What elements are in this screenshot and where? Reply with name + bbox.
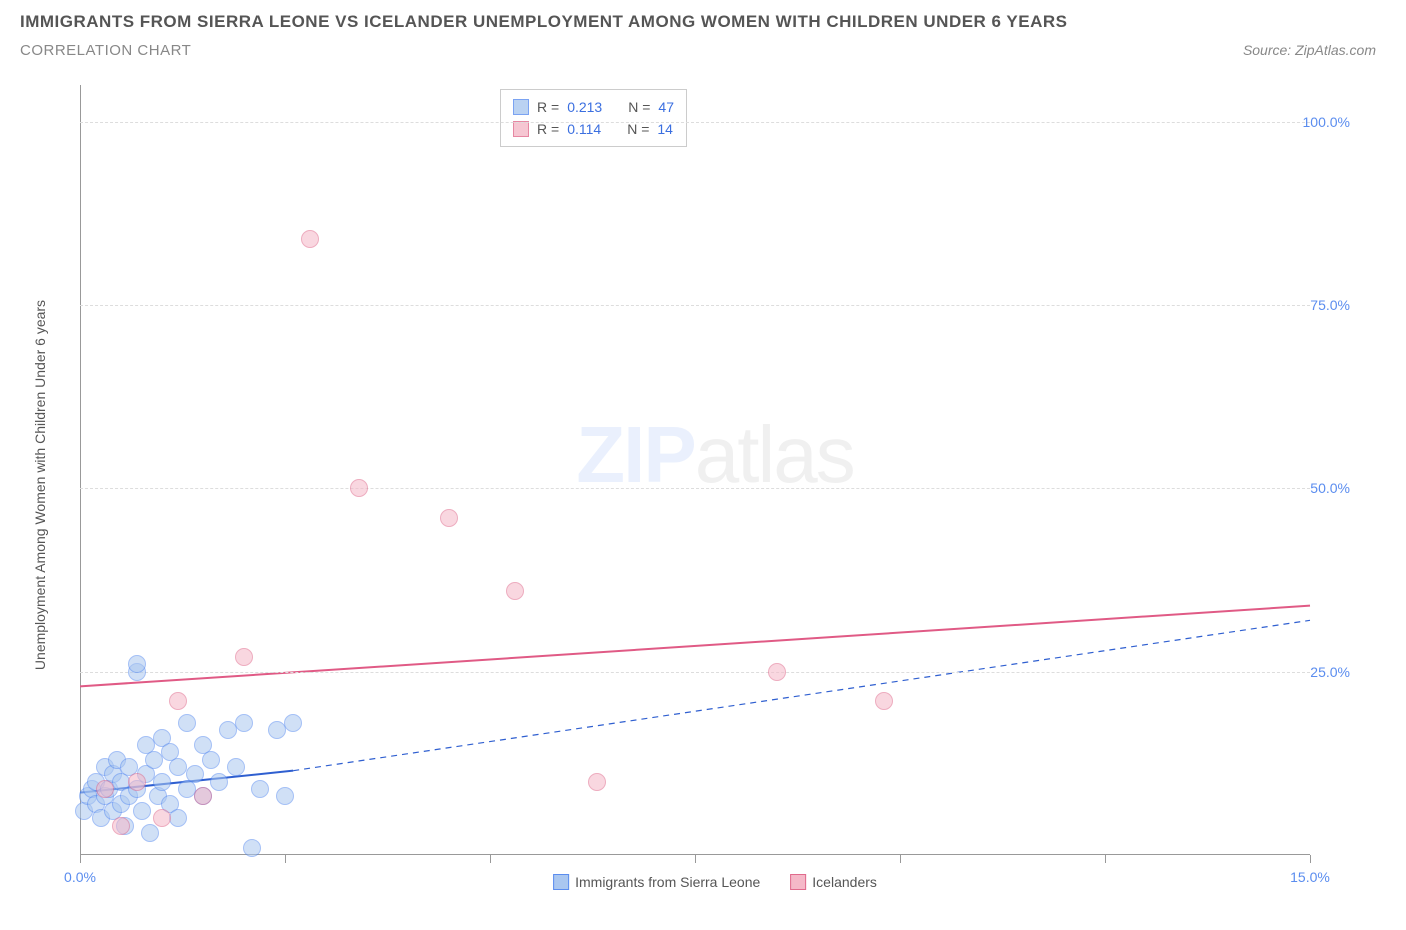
y-tick-label: 25.0% — [1310, 664, 1350, 680]
data-point — [186, 765, 204, 783]
x-tick — [490, 855, 491, 863]
data-point — [145, 751, 163, 769]
data-point — [251, 780, 269, 798]
legend-item-icelanders: Icelanders — [790, 874, 877, 890]
x-tick — [285, 855, 286, 863]
data-point — [96, 780, 114, 798]
data-point — [301, 230, 319, 248]
stats-swatch-icon — [513, 121, 529, 137]
grid-line — [80, 488, 1310, 489]
data-point — [133, 802, 151, 820]
legend-swatch-icon — [790, 874, 806, 890]
data-point — [284, 714, 302, 732]
grid-line — [80, 122, 1310, 123]
legend-label: Immigrants from Sierra Leone — [575, 874, 760, 890]
stat-r-label: R = — [537, 96, 559, 118]
data-point — [169, 809, 187, 827]
data-point — [112, 817, 130, 835]
plot-region: ZIPatlas R =0.213N =47R =0.114N =14 Immi… — [80, 85, 1350, 855]
legend-swatch-icon — [553, 874, 569, 890]
data-point — [219, 721, 237, 739]
data-point — [169, 692, 187, 710]
y-axis-line — [80, 85, 81, 855]
data-point — [588, 773, 606, 791]
stats-row: R = 0.213 N = 47 — [513, 96, 674, 118]
data-point — [153, 809, 171, 827]
data-point — [875, 692, 893, 710]
data-point — [235, 648, 253, 666]
source-attribution: Source: ZipAtlas.com — [1243, 42, 1376, 58]
data-point — [202, 751, 220, 769]
data-point — [276, 787, 294, 805]
stat-r-value: 0.213 — [567, 96, 602, 118]
legend-label: Icelanders — [812, 874, 877, 890]
data-point — [506, 582, 524, 600]
data-point — [194, 787, 212, 805]
stats-swatch-icon — [513, 99, 529, 115]
x-tick-label: 15.0% — [1290, 869, 1330, 885]
data-point — [268, 721, 286, 739]
data-point — [169, 758, 187, 776]
chart-subtitle: CORRELATION CHART — [20, 42, 1386, 59]
x-tick — [1310, 855, 1311, 863]
data-point — [141, 824, 159, 842]
data-point — [350, 479, 368, 497]
data-point — [243, 839, 261, 857]
y-tick-label: 75.0% — [1310, 297, 1350, 313]
x-tick — [1105, 855, 1106, 863]
chart-area: Unemployment Among Women with Children U… — [50, 85, 1380, 885]
legend-item-sierra-leone: Immigrants from Sierra Leone — [553, 874, 760, 890]
x-tick — [80, 855, 81, 863]
data-point — [227, 758, 245, 776]
y-tick-label: 50.0% — [1310, 480, 1350, 496]
stat-n-value: 47 — [658, 96, 674, 118]
data-point — [235, 714, 253, 732]
x-tick — [900, 855, 901, 863]
grid-line — [80, 305, 1310, 306]
data-point — [153, 773, 171, 791]
y-tick-label: 100.0% — [1303, 114, 1350, 130]
data-point — [210, 773, 228, 791]
chart-title: IMMIGRANTS FROM SIERRA LEONE VS ICELANDE… — [20, 12, 1386, 32]
x-tick — [695, 855, 696, 863]
data-point — [178, 714, 196, 732]
watermark: ZIPatlas — [576, 409, 853, 501]
stat-n-label: N = — [628, 96, 650, 118]
correlation-stats-box: R =0.213N =47R =0.114N =14 — [500, 89, 687, 147]
data-point — [768, 663, 786, 681]
bottom-legend: Immigrants from Sierra Leone Icelanders — [553, 874, 877, 890]
grid-line — [80, 672, 1310, 673]
x-tick-label: 0.0% — [64, 869, 96, 885]
y-axis-label: Unemployment Among Women with Children U… — [32, 300, 48, 670]
data-point — [128, 773, 146, 791]
data-point — [128, 655, 146, 673]
data-point — [440, 509, 458, 527]
